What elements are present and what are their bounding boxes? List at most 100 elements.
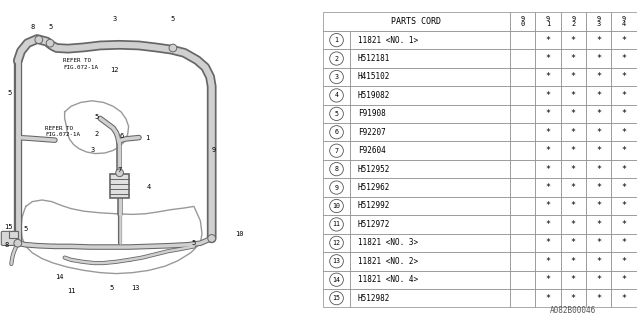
- Bar: [510, 31, 535, 49]
- Bar: [586, 234, 611, 252]
- Text: *: *: [545, 238, 550, 247]
- Bar: [611, 197, 637, 215]
- Bar: [535, 12, 561, 31]
- Text: 8: 8: [4, 242, 8, 248]
- Bar: [561, 234, 586, 252]
- Bar: [510, 197, 535, 215]
- Bar: [561, 215, 586, 234]
- Bar: [510, 160, 535, 178]
- Bar: [510, 141, 535, 160]
- Bar: [535, 215, 561, 234]
- Bar: [323, 178, 350, 197]
- Text: 3: 3: [335, 74, 339, 80]
- Text: 9: 9: [335, 185, 339, 191]
- Text: *: *: [571, 73, 576, 82]
- Bar: [611, 234, 637, 252]
- Circle shape: [330, 126, 344, 139]
- Bar: [510, 289, 535, 307]
- Text: *: *: [571, 202, 576, 211]
- Bar: [350, 178, 510, 197]
- Text: *: *: [596, 109, 601, 118]
- Bar: [350, 105, 510, 123]
- Text: *: *: [545, 73, 550, 82]
- Circle shape: [330, 292, 344, 305]
- Text: *: *: [621, 36, 627, 44]
- Bar: [611, 160, 637, 178]
- Bar: [350, 49, 510, 68]
- Bar: [323, 12, 510, 31]
- Text: 3: 3: [91, 148, 95, 153]
- Bar: [323, 31, 350, 49]
- Text: 2: 2: [94, 132, 99, 137]
- Circle shape: [330, 199, 344, 212]
- Text: 11821 <NO. 1>: 11821 <NO. 1>: [358, 36, 418, 44]
- Text: *: *: [596, 257, 601, 266]
- Text: *: *: [545, 183, 550, 192]
- Text: 14: 14: [56, 274, 64, 280]
- Bar: [510, 215, 535, 234]
- Bar: [611, 141, 637, 160]
- Text: 9
2: 9 2: [571, 16, 575, 28]
- Text: H512181: H512181: [358, 54, 390, 63]
- Circle shape: [330, 181, 344, 194]
- Text: 7: 7: [118, 167, 122, 172]
- Bar: [586, 31, 611, 49]
- Bar: [611, 123, 637, 141]
- Bar: [561, 123, 586, 141]
- Bar: [535, 270, 561, 289]
- Bar: [510, 178, 535, 197]
- Text: *: *: [596, 275, 601, 284]
- Text: F92604: F92604: [358, 146, 385, 155]
- Bar: [323, 105, 350, 123]
- Bar: [350, 68, 510, 86]
- Text: F91908: F91908: [358, 109, 385, 118]
- Text: H512972: H512972: [358, 220, 390, 229]
- Text: *: *: [596, 220, 601, 229]
- Bar: [586, 215, 611, 234]
- Bar: [350, 252, 510, 270]
- Circle shape: [330, 236, 344, 250]
- Circle shape: [14, 239, 22, 247]
- Bar: [510, 234, 535, 252]
- Text: *: *: [596, 202, 601, 211]
- Bar: [611, 270, 637, 289]
- Bar: [510, 68, 535, 86]
- Text: H512962: H512962: [358, 183, 390, 192]
- Bar: [561, 141, 586, 160]
- Text: 15: 15: [333, 295, 340, 301]
- Text: *: *: [621, 73, 627, 82]
- Text: *: *: [596, 294, 601, 303]
- Text: 8: 8: [30, 24, 35, 30]
- Text: *: *: [621, 257, 627, 266]
- Text: 11821 <NO. 3>: 11821 <NO. 3>: [358, 238, 418, 247]
- Bar: [586, 12, 611, 31]
- Bar: [323, 160, 350, 178]
- Text: *: *: [545, 109, 550, 118]
- Text: *: *: [571, 164, 576, 174]
- Text: 6: 6: [335, 129, 339, 135]
- Text: *: *: [621, 275, 627, 284]
- FancyBboxPatch shape: [1, 231, 18, 245]
- Text: 6: 6: [119, 133, 124, 139]
- Bar: [110, 174, 129, 198]
- Bar: [510, 123, 535, 141]
- Bar: [611, 31, 637, 49]
- Text: H512992: H512992: [358, 202, 390, 211]
- Bar: [350, 289, 510, 307]
- Bar: [323, 123, 350, 141]
- Bar: [586, 49, 611, 68]
- Bar: [350, 215, 510, 234]
- Circle shape: [330, 52, 344, 65]
- Bar: [586, 178, 611, 197]
- Circle shape: [330, 89, 344, 102]
- Circle shape: [330, 70, 344, 84]
- Bar: [510, 12, 535, 31]
- Circle shape: [330, 144, 344, 157]
- Bar: [561, 105, 586, 123]
- Text: *: *: [596, 36, 601, 44]
- Text: *: *: [545, 220, 550, 229]
- Circle shape: [330, 34, 344, 47]
- Text: *: *: [545, 294, 550, 303]
- Text: 9: 9: [211, 148, 216, 153]
- Bar: [561, 270, 586, 289]
